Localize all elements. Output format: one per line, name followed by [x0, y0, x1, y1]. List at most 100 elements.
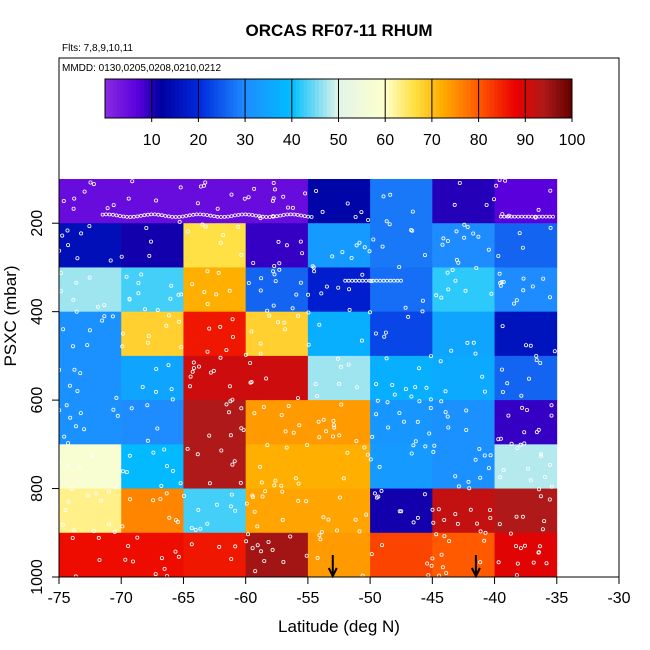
heatmap-cell: [183, 179, 247, 224]
colorbar-segment: [396, 79, 402, 118]
sample-dot: [259, 480, 264, 485]
sample-dot: [91, 182, 96, 187]
sample-dot: [218, 355, 223, 360]
sample-dot: [471, 231, 476, 236]
sample-dot: [62, 434, 67, 439]
sample-dot: [453, 278, 458, 283]
sample-dot: [203, 180, 208, 185]
sample-dot: [179, 344, 184, 349]
colorbar-segment: [264, 79, 269, 118]
sample-dot: [304, 553, 309, 558]
sample-dot: [427, 431, 432, 436]
sample-dot: [290, 205, 295, 210]
sample-dot: [411, 520, 416, 525]
sample-dot: [142, 307, 147, 312]
colorbar-segment: [494, 79, 499, 118]
sample-dot: [126, 196, 131, 201]
sample-dot: [521, 288, 526, 293]
sample-dot: [549, 413, 554, 418]
heatmap-cell: [432, 488, 495, 534]
sample-dot: [466, 479, 471, 484]
sample-dot: [498, 475, 503, 480]
sample-dot: [130, 559, 135, 564]
sample-dot: [202, 290, 207, 295]
sample-dot: [467, 486, 472, 491]
sample-dot: [64, 403, 69, 408]
track-dot: [226, 214, 230, 219]
sample-dot: [335, 356, 340, 361]
sample-dot: [314, 188, 319, 193]
sample-dot: [248, 360, 253, 365]
x-tick-label: -65: [172, 590, 195, 607]
sample-dot: [345, 201, 350, 206]
colorbar-segment: [552, 79, 557, 118]
sample-dot: [369, 552, 374, 557]
sample-dot: [214, 502, 219, 507]
track-dot: [229, 214, 234, 219]
sample-dot: [484, 202, 489, 207]
sample-dot: [413, 439, 418, 444]
sample-dot: [488, 453, 493, 458]
x-tick-label: -75: [47, 590, 70, 607]
sample-dot: [224, 347, 229, 352]
sample-dot: [522, 441, 527, 446]
colorbar-segment: [365, 79, 371, 118]
sample-dot: [331, 423, 336, 428]
colorbar-segment: [217, 79, 223, 118]
sample-dot: [176, 554, 181, 559]
colorbar-segment: [284, 79, 289, 118]
sample-dot: [531, 560, 536, 565]
sample-dot: [373, 331, 378, 336]
sample-dot: [121, 469, 126, 474]
sample-dot: [166, 313, 171, 318]
sample-dot: [67, 383, 72, 388]
track-dot: [184, 213, 189, 218]
heatmap-cell: [370, 311, 433, 357]
heatmap-cell: [494, 311, 558, 357]
sample-dot: [420, 298, 425, 303]
sample-dot: [367, 310, 372, 315]
sample-dot: [478, 560, 483, 565]
sample-dot: [246, 195, 251, 200]
sample-dot: [317, 435, 322, 440]
sample-dot: [530, 284, 535, 289]
colorbar-tick-label: 80: [470, 132, 488, 149]
sample-dot: [306, 310, 311, 315]
track-dot: [299, 213, 304, 218]
track-dot: [302, 214, 307, 219]
sample-dot: [166, 363, 171, 368]
colorbar-segment: [338, 79, 343, 118]
colorbar-segment: [533, 79, 538, 118]
sample-dot: [162, 566, 167, 571]
sample-dot: [334, 528, 339, 533]
sample-dot: [456, 260, 461, 265]
sample-dot: [270, 547, 275, 552]
sample-dot: [397, 509, 402, 514]
sample-dot: [155, 308, 160, 313]
colorbar-segment: [459, 79, 464, 118]
sample-dot: [198, 526, 203, 531]
sample-dot: [388, 192, 393, 197]
sample-dot: [145, 403, 150, 408]
sample-dot: [494, 183, 499, 188]
sample-dot: [390, 382, 395, 387]
sample-dot: [319, 291, 324, 296]
track-dot: [138, 213, 143, 218]
sample-dot: [162, 447, 167, 452]
sample-dot: [145, 340, 150, 345]
sample-dot: [370, 434, 375, 439]
sample-dot: [255, 543, 260, 548]
sample-dot: [248, 380, 253, 385]
colorbar-segment: [424, 79, 429, 118]
sample-dot: [443, 389, 448, 394]
sample-dot: [99, 498, 104, 503]
colorbar-segment: [439, 79, 445, 118]
y-axis: 200 400 600 800 1000: [29, 210, 59, 595]
sample-dot: [71, 344, 76, 349]
sample-dot: [187, 384, 192, 389]
sample-dot: [110, 314, 115, 319]
sample-dot: [497, 271, 502, 276]
colorbar-segment: [194, 79, 199, 118]
sample-dot: [549, 403, 554, 408]
colorbar-segment: [373, 79, 378, 118]
